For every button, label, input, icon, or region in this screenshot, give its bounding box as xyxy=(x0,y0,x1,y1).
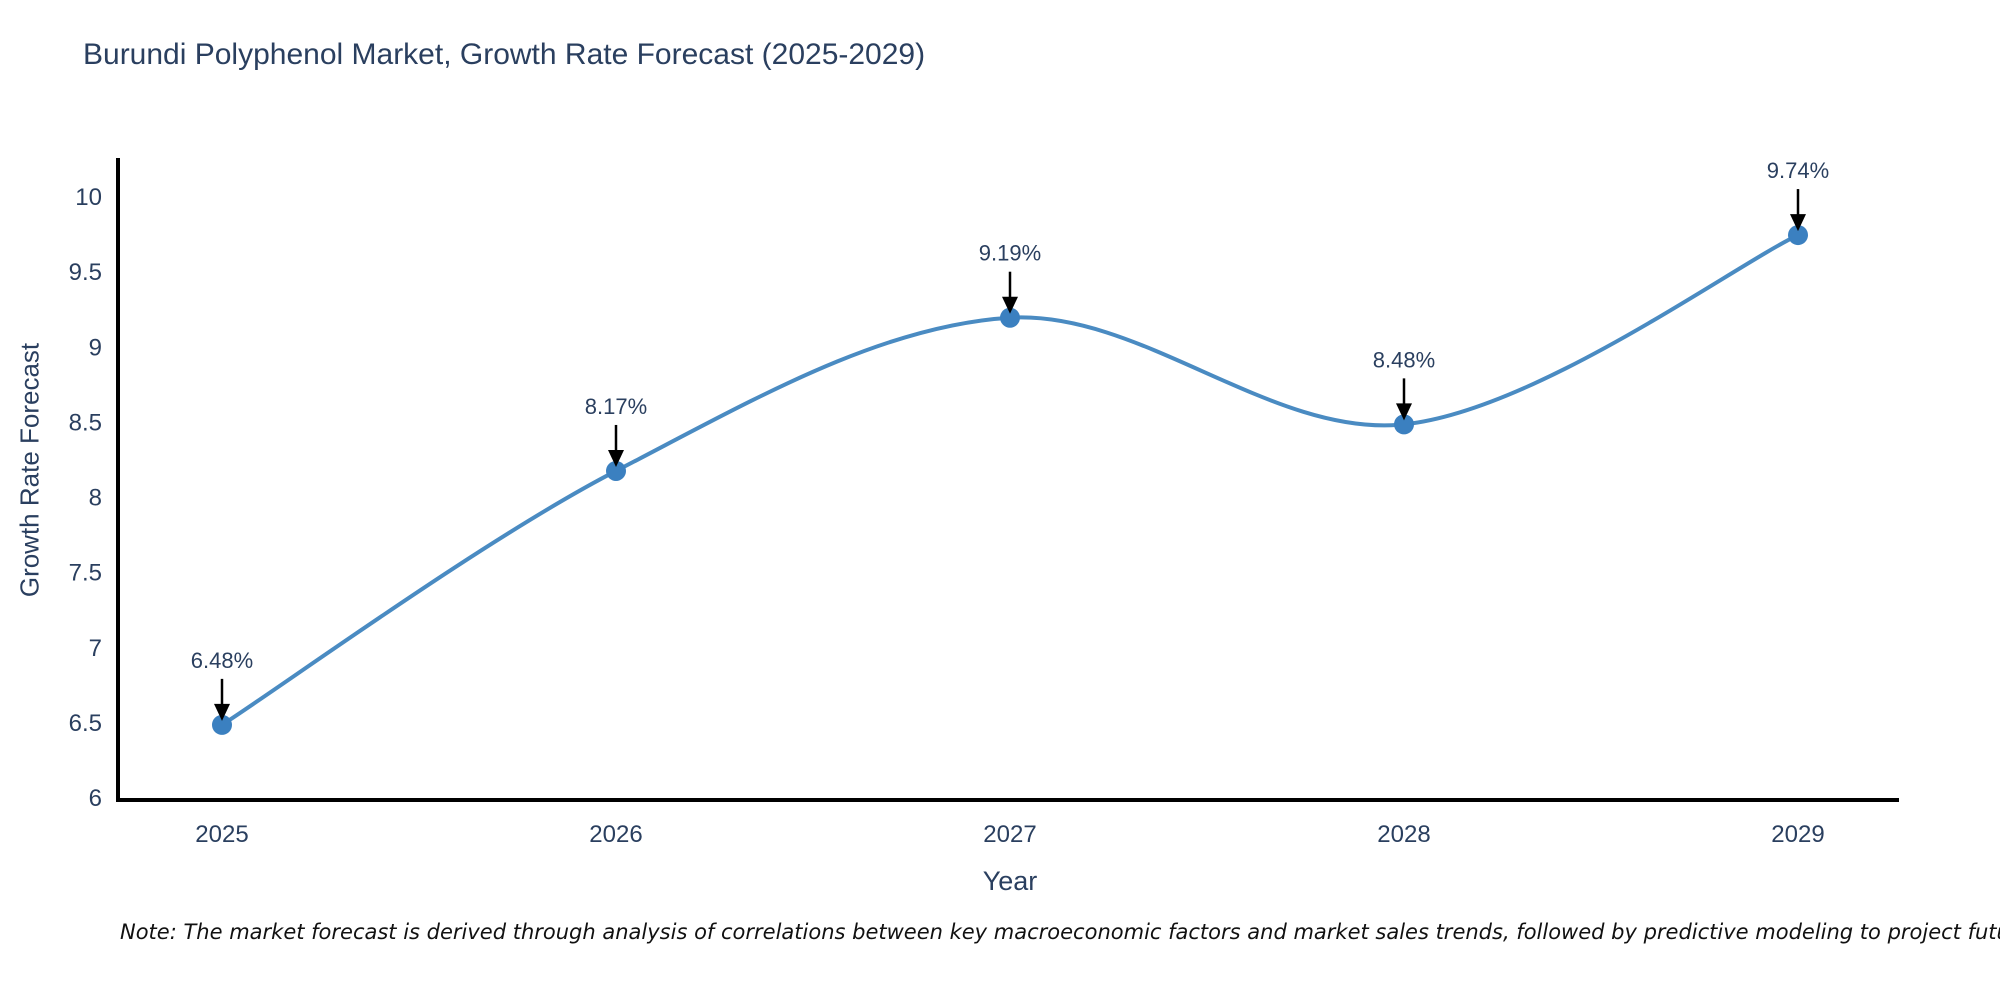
y-tick-label: 9 xyxy=(89,334,102,361)
x-tick-label: 2025 xyxy=(195,821,248,848)
y-tick-label: 7.5 xyxy=(69,560,102,587)
x-tick-label: 2028 xyxy=(1377,821,1430,848)
y-tick-label: 10 xyxy=(75,184,102,211)
x-tick-label: 2027 xyxy=(983,821,1036,848)
annotation-arrow-head xyxy=(1790,214,1806,232)
x-tick-label: 2029 xyxy=(1771,821,1824,848)
annotation-arrow-head xyxy=(608,449,624,467)
data-point-marker xyxy=(606,460,626,481)
y-tick-label: 7 xyxy=(89,635,102,662)
data-point-marker xyxy=(1000,307,1020,328)
data-label: 9.74% xyxy=(1767,158,1829,183)
footnote: Note: The market forecast is derived thr… xyxy=(120,920,2000,944)
data-label: 8.17% xyxy=(585,394,647,419)
x-tick-label: 2026 xyxy=(589,821,642,848)
data-point-marker xyxy=(1788,225,1808,246)
y-tick-label: 6 xyxy=(89,785,102,812)
chart-title: Burundi Polyphenol Market, Growth Rate F… xyxy=(83,38,926,71)
y-tick-label: 6.5 xyxy=(69,710,102,737)
data-point-marker xyxy=(1394,414,1414,435)
y-tick-label: 8.5 xyxy=(69,409,102,436)
data-label: 9.19% xyxy=(979,241,1041,266)
annotation-arrow-head xyxy=(1002,296,1018,314)
annotation-arrow-head xyxy=(1396,403,1412,421)
data-label: 8.48% xyxy=(1373,347,1435,372)
data-label: 6.48% xyxy=(191,648,253,673)
data-point-marker xyxy=(212,714,232,735)
y-tick-label: 9.5 xyxy=(69,259,102,286)
x-axis-title: Year xyxy=(982,866,1038,896)
y-tick-label: 8 xyxy=(89,485,102,512)
annotation-arrow-head xyxy=(214,703,230,721)
